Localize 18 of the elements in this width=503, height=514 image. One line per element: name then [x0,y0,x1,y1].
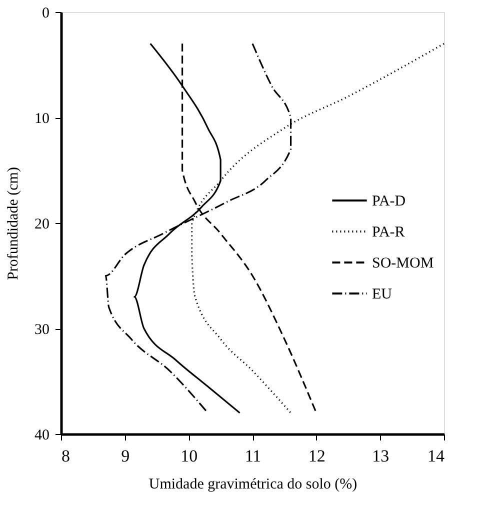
x-tick-label: 13 [372,446,390,466]
y-tick-label: 20 [34,216,50,232]
y-axis-title: Profundidade (cm) [6,167,22,280]
y-tick-label: 40 [34,428,50,444]
x-tick-label: 8 [62,446,70,466]
y-tick-label: 10 [34,111,50,127]
x-tick-label: 9 [121,446,130,466]
x-tick-label: 14 [428,446,445,466]
y-tick-label: 0 [42,6,50,22]
legend-label: SO-MOM [372,256,434,272]
x-tick-label: 10 [180,446,198,466]
legend-label: PA-D [372,194,406,210]
legend-label: EU [372,286,392,302]
x-tick-label: 11 [244,446,262,466]
y-tick-label: 30 [34,322,50,338]
legend-label: PA-R [372,224,405,240]
x-tick-label: 12 [308,446,326,466]
x-axis-title: Umidade gravimétrica do solo (%) [148,476,358,492]
